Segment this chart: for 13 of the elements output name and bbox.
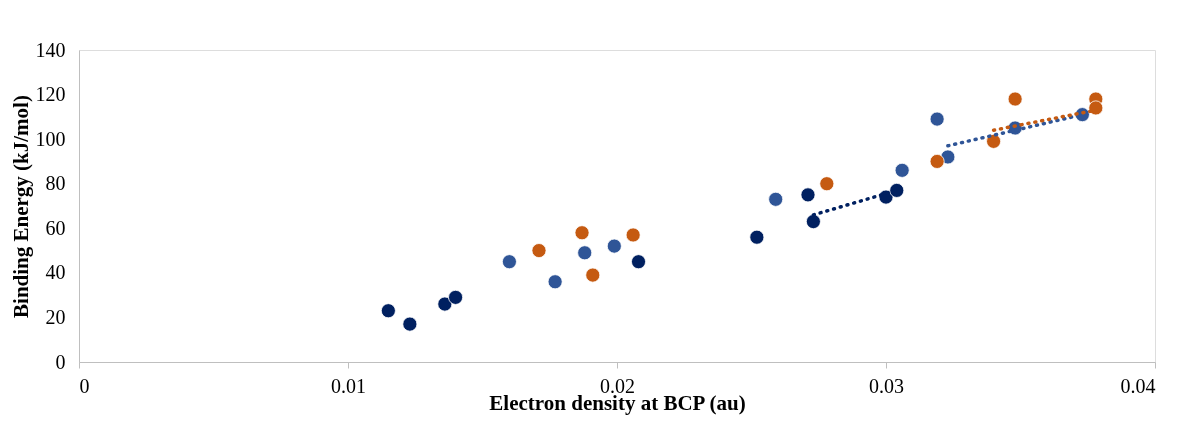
x-tick-label: 0.03 — [869, 374, 904, 397]
y-tick-label: 80 — [45, 172, 66, 195]
x-tick-label: 0.01 — [331, 374, 366, 397]
y-tick-label: 60 — [45, 216, 66, 239]
y-tick-label: 20 — [45, 305, 66, 328]
y-tick-label: 0 — [55, 350, 66, 373]
y-tick-label: 140 — [35, 38, 66, 61]
y-axis-title: Binding Energy (kJ/mol) — [8, 95, 33, 318]
x-tick-label: 0.04 — [1120, 374, 1156, 397]
x-tick-label: 0 — [79, 374, 90, 397]
y-tick-label: 100 — [35, 127, 66, 150]
y-tick-label: 120 — [35, 83, 66, 106]
y-tick-label: 40 — [45, 261, 66, 284]
